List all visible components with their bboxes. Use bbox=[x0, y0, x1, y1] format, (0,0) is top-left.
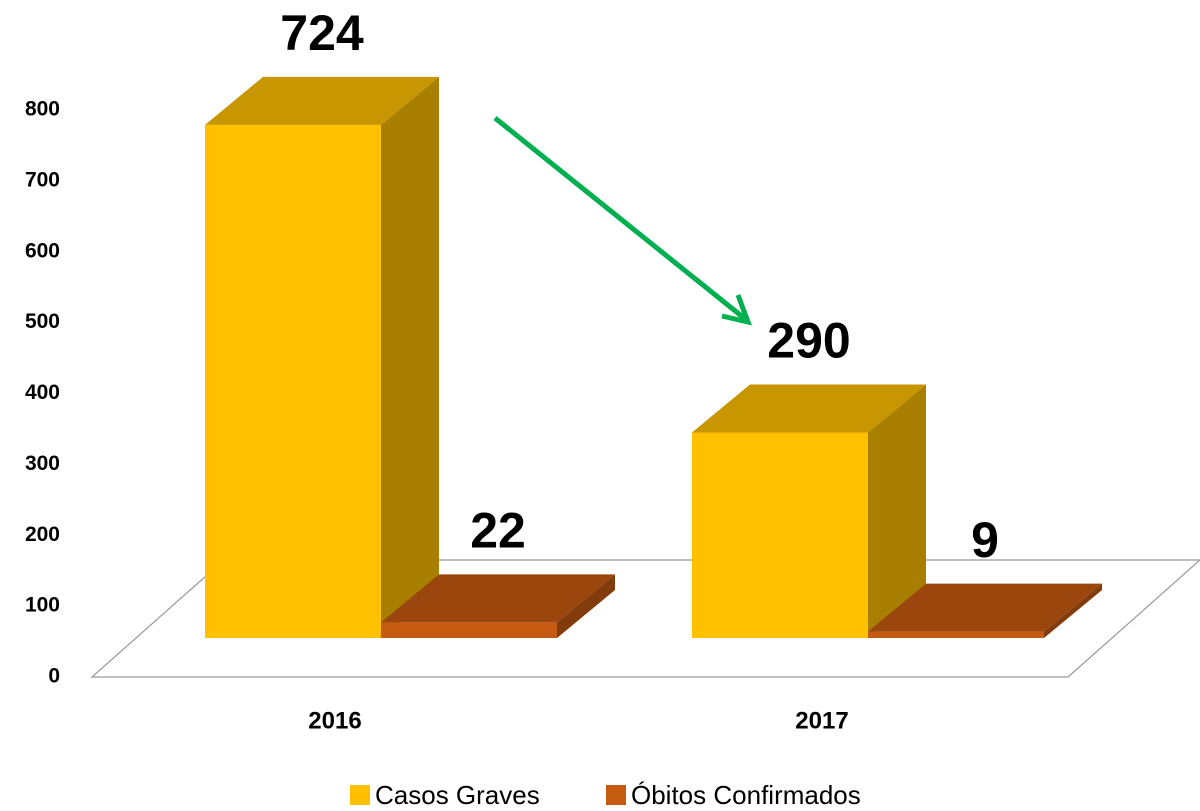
bar-top bbox=[205, 76, 439, 125]
bar bbox=[205, 124, 381, 639]
trend-arrow-head bbox=[721, 294, 752, 326]
bar-side bbox=[868, 384, 926, 638]
bar-side bbox=[1044, 583, 1102, 638]
y-tick-label: 600 bbox=[25, 239, 60, 262]
bar-top bbox=[868, 583, 1102, 632]
y-tick-label: 300 bbox=[25, 452, 60, 475]
y-tick-label: 500 bbox=[25, 310, 60, 333]
x-tick-label: 2016 bbox=[308, 707, 361, 734]
data-label: 9 bbox=[971, 512, 999, 568]
data-label: 724 bbox=[280, 5, 364, 61]
trend-arrow bbox=[493, 116, 746, 320]
legend-label: Casos Graves bbox=[375, 780, 540, 810]
y-tick-label: 700 bbox=[25, 168, 60, 191]
data-label: 290 bbox=[767, 313, 850, 369]
bar bbox=[692, 432, 868, 638]
x-tick-label: 2017 bbox=[795, 707, 848, 734]
y-tick-label: 800 bbox=[25, 98, 60, 121]
legend-label: Óbitos Confirmados bbox=[631, 780, 861, 810]
legend-swatch bbox=[606, 785, 626, 805]
bar-top bbox=[692, 384, 926, 433]
data-label: 22 bbox=[470, 503, 526, 559]
y-tick-label: 400 bbox=[25, 381, 60, 404]
y-tick-label: 200 bbox=[25, 523, 60, 546]
bar-top bbox=[381, 574, 615, 623]
bar bbox=[381, 622, 557, 638]
bar-side bbox=[381, 76, 439, 639]
bar bbox=[868, 631, 1044, 638]
bar-side bbox=[557, 574, 615, 638]
y-tick-label: 0 bbox=[48, 665, 60, 688]
y-tick-label: 100 bbox=[25, 594, 60, 617]
legend-swatch bbox=[350, 785, 370, 805]
